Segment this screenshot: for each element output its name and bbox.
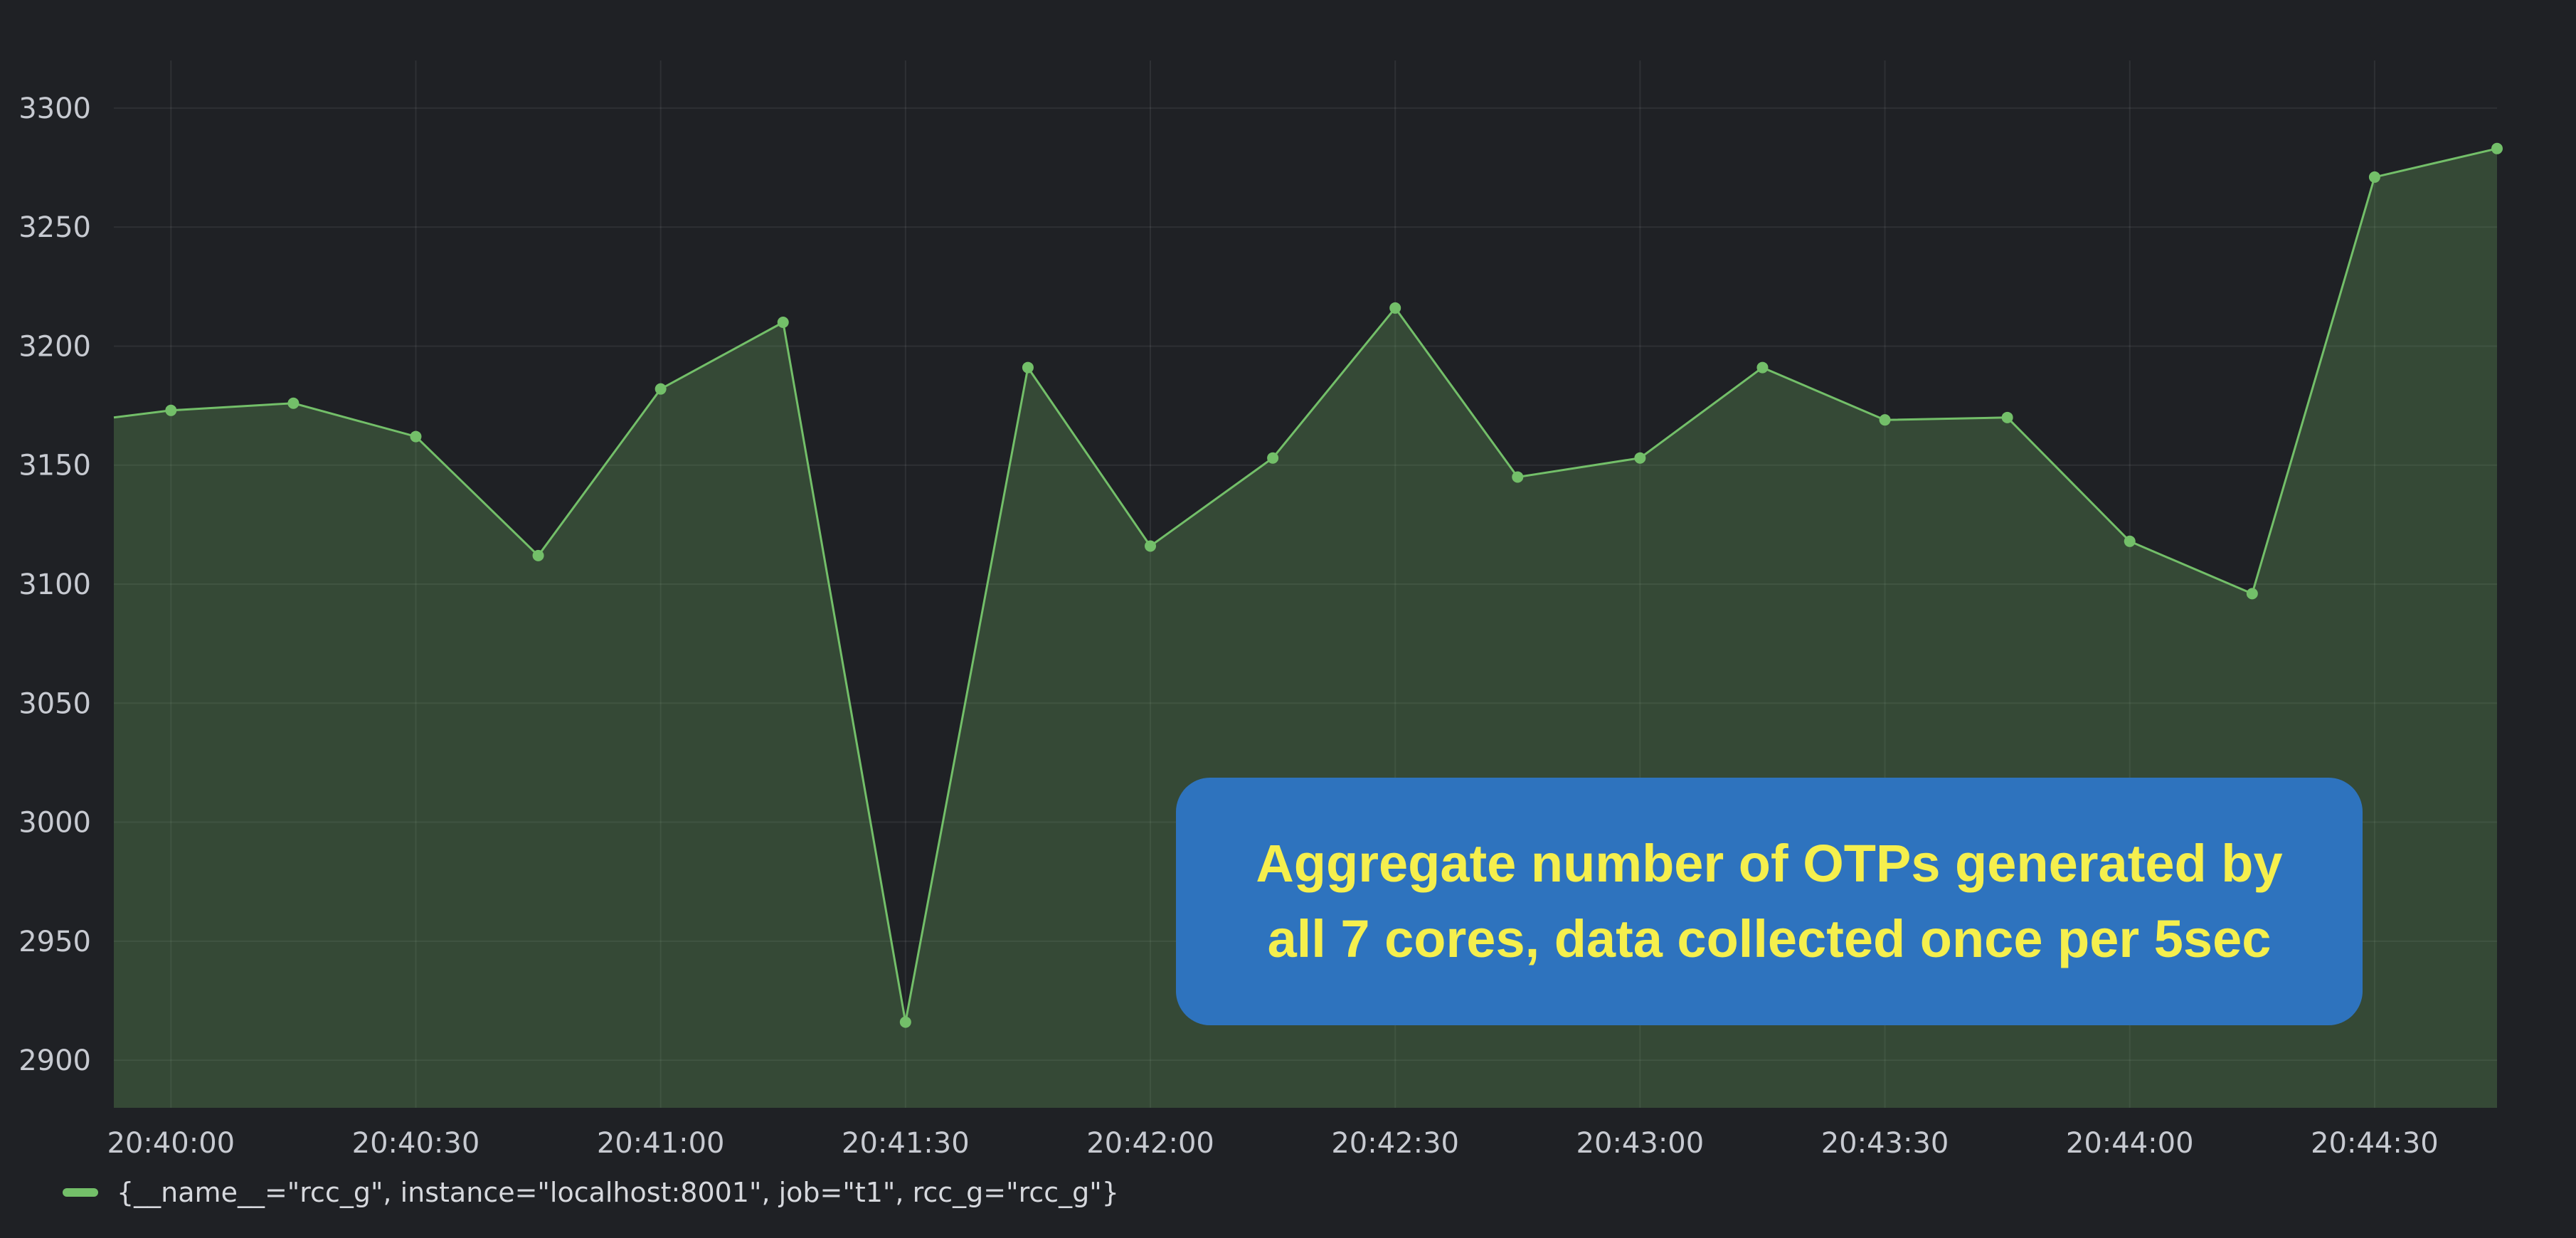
x-tick-label: 20:40:30 (352, 1127, 480, 1160)
data-point (2001, 411, 2013, 423)
legend-color-swatch (63, 1188, 98, 1197)
y-tick-label: 3300 (18, 92, 91, 125)
data-point (2368, 171, 2380, 183)
data-point (1267, 452, 1279, 464)
annotation-line-2: all 7 cores, data collected once per 5se… (1267, 909, 2272, 968)
data-point (1879, 414, 1891, 426)
y-tick-label: 2950 (18, 926, 91, 958)
series-points (165, 142, 2503, 1028)
data-point (1756, 361, 1769, 374)
data-point (777, 317, 789, 328)
y-tick-label: 3100 (18, 568, 91, 601)
y-tick-label: 3000 (18, 807, 91, 840)
annotation-box: Aggregate number of OTPs generated by al… (1176, 778, 2363, 1025)
data-point (1634, 452, 1646, 464)
x-tick-label: 20:42:30 (1331, 1127, 1459, 1160)
x-tick-label: 20:41:30 (842, 1127, 970, 1160)
x-tick-label: 20:42:00 (1086, 1127, 1214, 1160)
data-point (1145, 540, 1157, 552)
data-point (2491, 142, 2503, 154)
data-point (2124, 535, 2136, 547)
legend-series-label[interactable]: {__name__="rcc_g", instance="localhost:8… (117, 1177, 1119, 1208)
y-tick-label: 3200 (18, 330, 91, 363)
data-point (165, 404, 177, 416)
legend[interactable]: {__name__="rcc_g", instance="localhost:8… (63, 1173, 1119, 1212)
y-tick-label: 3250 (18, 211, 91, 244)
data-point (899, 1016, 911, 1028)
grid-lines (114, 60, 2497, 1108)
data-point (532, 549, 544, 561)
data-point (1389, 302, 1401, 314)
x-tick-label: 20:44:00 (2066, 1127, 2194, 1160)
x-tick-label: 20:41:00 (597, 1127, 725, 1160)
x-tick-label: 20:43:00 (1576, 1127, 1705, 1160)
y-axis: 2900 2950 3000 3050 3100 3150 3200 3250 3300 (18, 92, 91, 1077)
y-tick-label: 3050 (18, 687, 91, 720)
x-tick-label: 20:40:00 (107, 1127, 235, 1160)
annotation-line-1: Aggregate number of OTPs generated by (1256, 834, 2283, 893)
x-axis: 20:40:00 20:40:30 20:41:00 20:41:30 20:42:00… (107, 1127, 2438, 1160)
annotation-text: Aggregate number of OTPs generated by al… (1256, 826, 2282, 977)
data-point (2246, 588, 2258, 600)
data-point (1512, 471, 1524, 483)
y-tick-label: 3150 (18, 450, 91, 482)
data-point (410, 430, 422, 443)
x-tick-label: 20:44:30 (2311, 1127, 2439, 1160)
data-point (654, 383, 667, 395)
x-tick-label: 20:43:30 (1821, 1127, 1949, 1160)
y-tick-label: 2900 (18, 1044, 91, 1077)
data-point (1022, 361, 1034, 374)
data-point (287, 397, 300, 409)
